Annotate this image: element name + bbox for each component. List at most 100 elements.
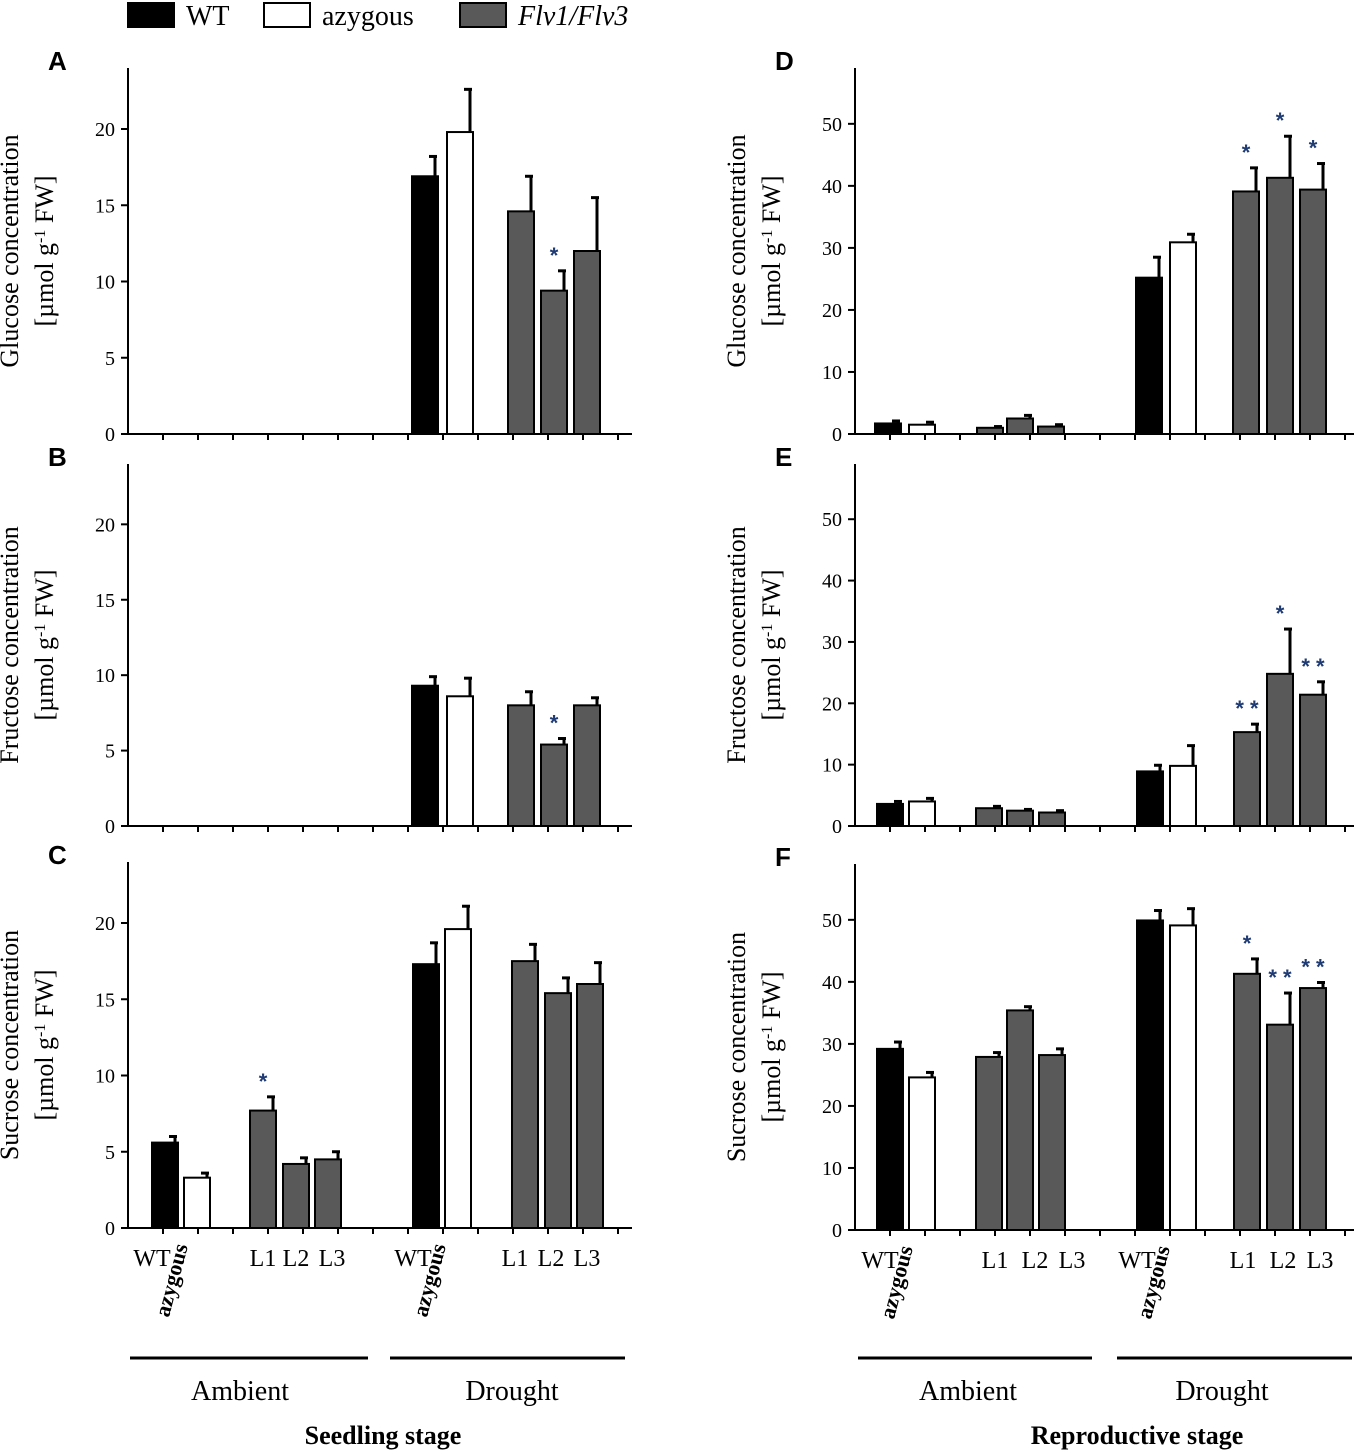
legend-swatch-azygous [263,2,311,28]
y-tick-label-f: 30 [822,1034,842,1056]
seedling-group-labels: Ambient Drought Seedling stage [130,1356,625,1450]
bar-e-azygous-6 [1169,764,1197,828]
y-tick-label-c: 0 [105,1218,115,1240]
y-tick-label-b: 20 [95,514,115,536]
panel-letter-d: D [775,46,794,76]
bar-f-l3-4 [1038,1054,1066,1232]
y-axis-label-f: Sucrose concentration [722,932,751,1162]
bar-e-wt-0 [876,802,904,827]
bar-e-l1-7 [1233,731,1261,827]
bar-e-l2-3 [1006,809,1034,827]
bar-e-l3-9 [1299,693,1327,827]
bar-f-l1-2 [975,1055,1003,1231]
bar-a-azygous-6 [446,131,474,436]
reproductive-group-labels: Ambient Drought Reproductive stage [858,1356,1352,1450]
panel-letter-b: B [48,442,67,472]
x-label-c-l3-4: L3 [319,1246,346,1272]
bar-b-l2-8 [540,743,568,827]
panel-e-fructose-reproductive: E 0 10 20 30 40 50 Fructose concentration [µmol … [722,442,1354,838]
bar-f-l3-9 [1299,987,1327,1232]
panel-f-sucrose-reproductive: F 0 10 20 30 40 50 Sucrose concentration [µmol g… [722,842,1354,1321]
bar-d-l3-4 [1037,425,1065,436]
y-tick-label-d: 40 [822,176,842,198]
bar-d-l2-8 [1266,176,1294,436]
panel-a-glucose-seedling: A 0 5 10 15 20 Glucose concentration[µmol g-1 … [0,46,632,446]
x-label-f-wt-5: WT [1118,1248,1156,1274]
y-axis-label-e: Fructose concentration [722,526,751,764]
bar-c-l3-9 [576,983,604,1229]
significance-e-9: * * [1301,654,1325,679]
bar-e-l1-2 [975,807,1003,828]
y-tick-label-b: 15 [95,590,115,612]
significance-d-8: * [1276,108,1285,133]
panel-letter-a: A [48,46,67,76]
bar-c-l3-4 [314,1158,342,1229]
x-label-c-l3-9: L3 [574,1246,601,1272]
bar-f-azygous-6 [1169,924,1197,1231]
y-axis-label-units-e: [µmol g-1 FW] [757,569,786,720]
bar-c-l2-8 [544,992,572,1230]
y-tick-label-e: 20 [822,693,842,715]
panel-letter-c: C [48,840,67,870]
panel-letter-f: F [775,842,791,872]
y-axis-label-d: Glucose concentration [722,134,751,367]
bar-f-l2-3 [1006,1009,1034,1232]
x-label-c-l1-2: L1 [250,1246,277,1272]
bar-d-l3-9 [1299,188,1327,435]
y-axis-label-units-f: [µmol g-1 FW] [757,971,786,1122]
bar-b-wt-5 [411,684,439,827]
bar-e-l3-4 [1038,811,1066,828]
y-tick-label-c: 20 [95,913,115,935]
bar-f-wt-0 [876,1047,904,1231]
bar-c-l2-3 [282,1162,310,1229]
significance-f-7: * [1243,931,1252,956]
bar-d-l2-3 [1006,417,1034,435]
x-label-c-l2-8: L2 [538,1246,565,1272]
y-tick-label-e: 50 [822,509,842,531]
bar-a-l2-8 [540,289,568,435]
bar-b-l3-9 [573,704,601,827]
bar-b-azygous-6 [446,695,474,827]
y-tick-label-e: 10 [822,755,842,777]
panel-d-glucose-reproductive: D 0 10 20 30 40 50 Glucose concentration [µmol g… [722,46,1354,446]
y-tick-label-b: 5 [105,741,115,763]
ambient-label-right: Ambient [919,1376,1017,1407]
y-axis-label-units-b: [µmol g-1 FW] [30,569,59,720]
legend-swatch-flv [459,2,507,28]
y-tick-label-f: 50 [822,910,842,932]
x-label-f-l1-7: L1 [1230,1248,1257,1274]
significance-b-8: * [550,711,559,736]
y-axis-label-a: Glucose concentration [0,134,24,367]
y-tick-label-f: 0 [832,1220,842,1242]
y-axis-label-c: Sucrose concentration [0,930,24,1160]
y-tick-label-f: 40 [822,972,842,994]
significance-a-8: * [550,243,559,268]
significance-f-8: * * [1268,965,1292,990]
bar-f-wt-5 [1136,919,1164,1232]
y-tick-label-c: 15 [95,989,115,1011]
panel-c-sucrose-seedling: C 0 5 10 15 20 Sucrose concentration[µmol g-1 … [0,840,632,1319]
x-label-c-l1-7: L1 [502,1246,529,1272]
ambient-label-left: Ambient [191,1376,289,1407]
y-tick-label-c: 10 [95,1066,115,1088]
bar-d-wt-5 [1135,276,1163,436]
bar-d-azygous-6 [1169,241,1197,435]
x-label-f-l2-3: L2 [1022,1248,1049,1274]
y-tick-label-e: 30 [822,632,842,654]
y-axis-label-units-d: [µmol g-1 FW] [757,175,786,326]
y-tick-label-a: 0 [105,424,115,446]
bar-e-l2-8 [1266,672,1294,827]
bar-a-wt-5 [411,175,439,435]
y-axis-label-b: Fructose concentration [0,526,24,764]
seedling-stage-label: Seedling stage [305,1421,462,1450]
y-tick-label-a: 10 [95,272,115,294]
y-tick-label-d: 50 [822,114,842,136]
drought-label-right: Drought [1175,1376,1269,1407]
x-label-f-l3-4: L3 [1059,1248,1086,1274]
significance-e-8: * [1276,601,1285,626]
legend-swatch-wt [127,2,175,28]
bar-d-azygous-1 [908,423,936,435]
drought-label-left: Drought [465,1376,559,1407]
significance-f-9: * * [1301,954,1325,979]
